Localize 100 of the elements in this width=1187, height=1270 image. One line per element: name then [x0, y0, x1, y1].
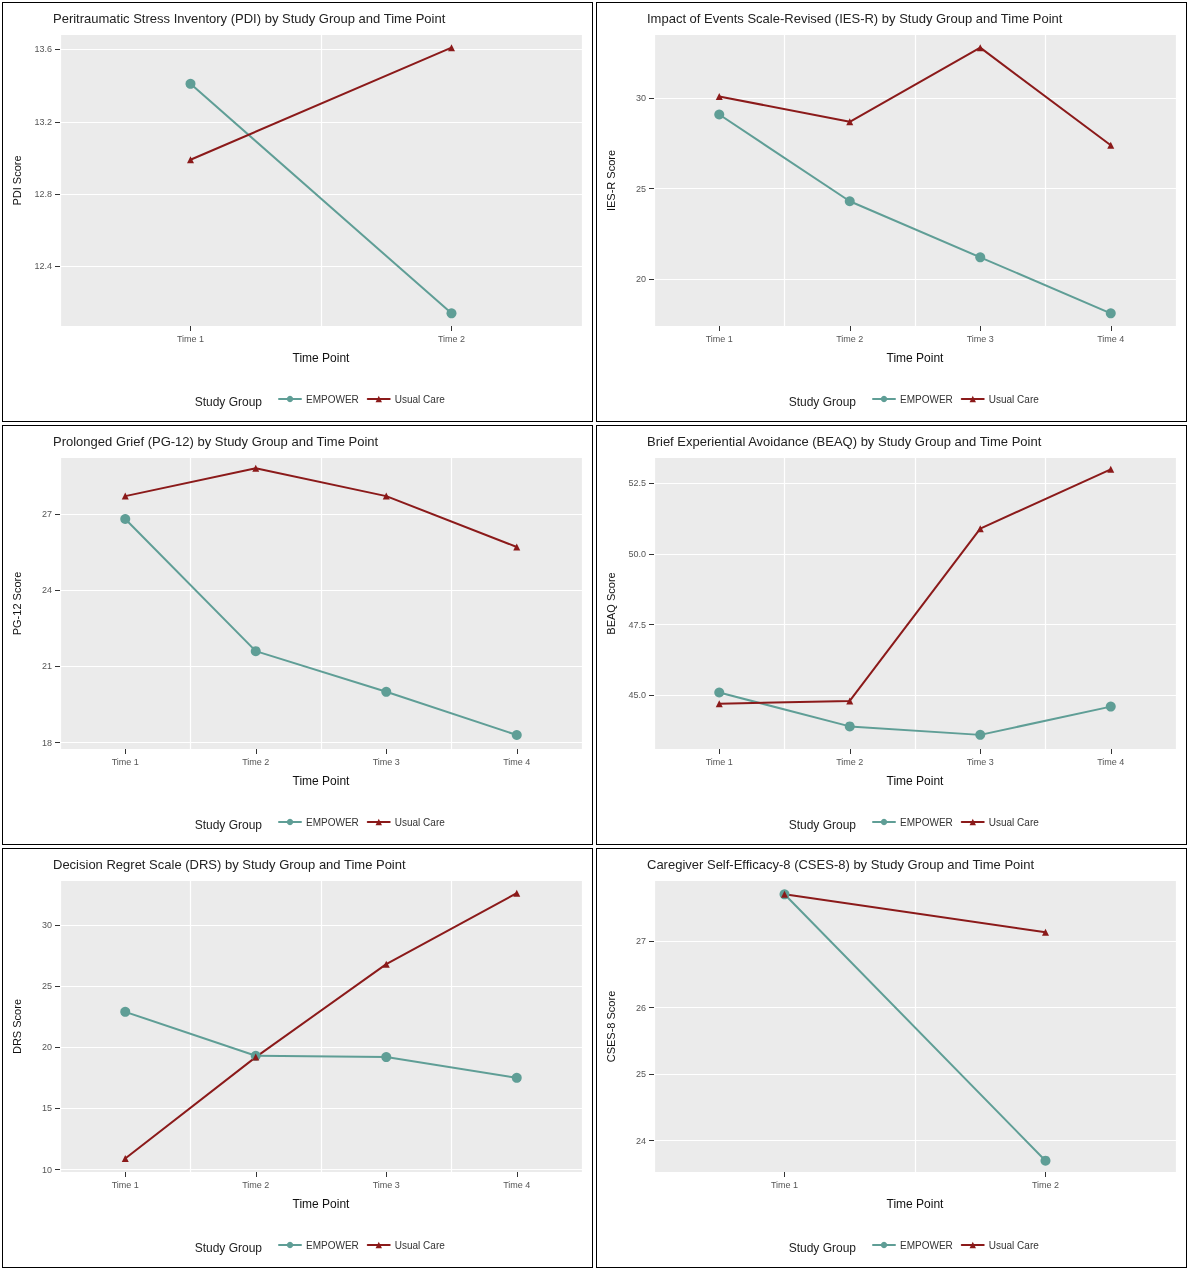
x-tick-label: Time 1 [111, 1179, 139, 1190]
x-tick-label: Time 2 [242, 1179, 270, 1190]
y-axis-title: BEAQ Score [604, 572, 617, 635]
x-tick-label: Time 1 [176, 333, 205, 344]
y-tick-label: 47.5 [628, 619, 646, 630]
legend-label: EMPOWER [306, 816, 359, 828]
point [381, 1052, 392, 1063]
x-tick-label: Time 2 [1031, 1179, 1060, 1190]
legend-label: EMPOWER [900, 393, 953, 405]
point [1040, 1155, 1051, 1166]
legend-title: Study Group [194, 395, 263, 409]
chart-title: Impact of Events Scale-Revised (IES-R) by Study Group and Time Point [647, 11, 1063, 26]
chart-title: Brief Experiential Avoidance (BEAQ) by Study Group and Time Point [647, 434, 1042, 449]
x-tick-label: Time 3 [372, 1179, 400, 1190]
point [513, 889, 521, 897]
point [511, 730, 522, 741]
chart-title: Prolonged Grief (PG-12) by Study Group and Time Point [53, 434, 379, 449]
x-tick-label: Time 2 [836, 756, 864, 767]
y-tick-label: 12.8 [34, 189, 52, 200]
y-tick-label: 25 [635, 183, 646, 194]
y-tick-label: 20 [635, 274, 646, 285]
x-tick-label: Time 4 [1097, 333, 1125, 344]
chart-title: Peritraumatic Stress Inventory (PDI) by Study Group and Time Point [53, 11, 446, 26]
x-axis-title: Time Point [292, 1197, 351, 1211]
x-tick-label: Time 4 [1097, 756, 1125, 767]
y-tick-label: 45.0 [628, 690, 646, 701]
y-tick-label: 50.0 [628, 549, 646, 560]
y-axis-title: CSES-8 Score [604, 990, 617, 1063]
point [446, 308, 457, 319]
y-tick-label: 15 [41, 1103, 52, 1114]
legend-title: Study Group [788, 1241, 857, 1255]
chart-title: Decision Regret Scale (DRS) by Study Group and Time Point [53, 857, 406, 872]
legend-label: EMPOWER [900, 816, 953, 828]
legend-label: EMPOWER [306, 1239, 359, 1251]
point [975, 729, 986, 740]
y-axis-title: IES-R Score [604, 149, 617, 212]
point [381, 686, 392, 697]
x-axis-title: Time Point [886, 351, 945, 365]
y-tick-label: 12.4 [34, 261, 52, 272]
x-tick-label: Time 1 [770, 1179, 799, 1190]
x-axis-title: Time Point [292, 351, 351, 365]
legend-title: Study Group [788, 395, 857, 409]
y-tick-label: 25 [41, 981, 52, 992]
x-axis-title: Time Point [886, 1197, 945, 1211]
x-tick-label: Time 3 [966, 333, 994, 344]
y-axis-title: PG-12 Score [10, 571, 23, 636]
x-axis-title: Time Point [886, 774, 945, 788]
y-tick-label: 27 [635, 935, 646, 946]
point [1107, 465, 1115, 473]
x-tick-label: Time 1 [111, 756, 139, 767]
y-tick-label: 30 [635, 93, 646, 104]
y-tick-label: 18 [41, 737, 52, 748]
x-tick-label: Time 1 [705, 756, 733, 767]
y-tick-label: 24 [635, 1135, 646, 1146]
y-axis-title: DRS Score [10, 998, 23, 1055]
chart-title: Caregiver Self-Efficacy-8 (CSES-8) by Study Group and Time Point [647, 857, 1035, 872]
point [382, 960, 390, 968]
point [844, 721, 855, 732]
y-tick-label: 20 [41, 1042, 52, 1053]
y-tick-label: 24 [41, 585, 52, 596]
point [1107, 141, 1115, 149]
point [120, 1006, 131, 1017]
legend-label: Usual Care [988, 1239, 1040, 1251]
point [714, 687, 725, 698]
point [121, 492, 129, 500]
y-tick-label: 27 [41, 508, 52, 519]
x-tick-label: Time 4 [503, 756, 531, 767]
legend-label: Usual Care [394, 816, 446, 828]
x-tick-label: Time 2 [836, 333, 864, 344]
y-tick-label: 21 [41, 661, 52, 672]
point [252, 464, 260, 472]
legend-label: EMPOWER [306, 393, 359, 405]
legend-label: EMPOWER [900, 1239, 953, 1251]
point [382, 492, 390, 500]
x-axis-title: Time Point [292, 774, 351, 788]
y-axis-title: PDI Score [10, 155, 23, 206]
x-tick-label: Time 3 [966, 756, 994, 767]
y-tick-label: 52.5 [628, 478, 646, 489]
y-tick-label: 10 [41, 1164, 52, 1175]
legend-title: Study Group [194, 1241, 263, 1255]
x-tick-label: Time 2 [242, 756, 270, 767]
legend-title: Study Group [194, 818, 263, 832]
legend-label: Usual Care [988, 393, 1040, 405]
x-tick-label: Time 2 [437, 333, 466, 344]
y-tick-label: 26 [635, 1002, 646, 1013]
point [250, 646, 261, 657]
point [511, 1072, 522, 1083]
point [1105, 308, 1116, 319]
legend-title: Study Group [788, 818, 857, 832]
point [844, 196, 855, 207]
point [975, 252, 986, 263]
x-tick-label: Time 1 [705, 333, 733, 344]
y-tick-label: 30 [41, 920, 52, 931]
x-tick-label: Time 3 [372, 756, 400, 767]
y-tick-label: 13.2 [34, 116, 52, 127]
x-tick-label: Time 4 [503, 1179, 531, 1190]
y-tick-label: 25 [635, 1069, 646, 1080]
point [120, 514, 131, 524]
point [185, 78, 196, 89]
legend-label: Usual Care [394, 1239, 446, 1251]
